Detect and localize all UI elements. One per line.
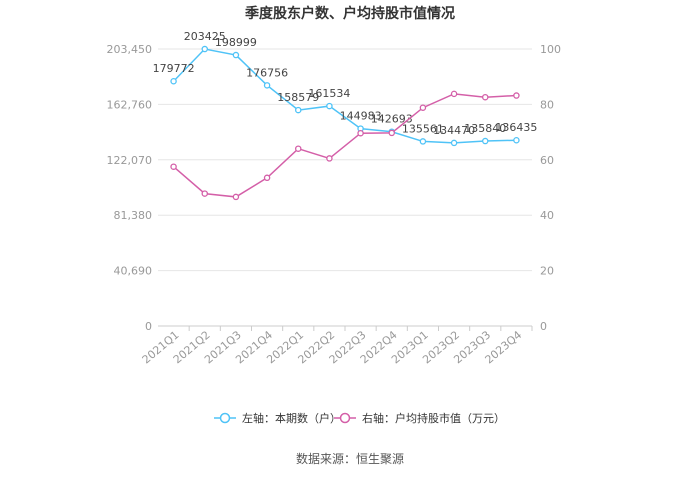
data-point <box>357 129 364 137</box>
data-point <box>170 163 177 170</box>
x-axis-ticks: 2021Q12021Q22021Q32021Q42022Q12022Q22022… <box>140 326 533 366</box>
data-point <box>263 82 271 89</box>
legend: 左轴：本期数（户） 右轴：户均持股市值（万元） <box>214 411 505 425</box>
legend-marker <box>339 412 351 424</box>
data-point <box>201 45 208 53</box>
data-label: 136435 <box>495 121 537 134</box>
data-label: 198999 <box>215 36 257 49</box>
data-label: 179772 <box>153 62 195 75</box>
legend-label: 左轴：本期数（户） <box>242 411 341 425</box>
chart-title: 季度股东户数、户均持股市值情况 <box>244 5 455 22</box>
legend-label: 右轴：户均持股市值（万元） <box>362 411 505 425</box>
data-label: 176756 <box>246 66 288 79</box>
left-tick-label: 0 <box>145 320 152 333</box>
series-line-1 <box>173 93 517 198</box>
data-point <box>419 138 427 145</box>
data-point <box>481 137 489 145</box>
left-tick-label: 203,450 <box>107 43 153 56</box>
data-point <box>388 129 395 137</box>
data-point <box>450 90 458 98</box>
series-line-0 <box>173 48 517 144</box>
left-axis-ticks: 0 40,690 81,380 122,070 162,760 203,450 <box>107 43 153 333</box>
data-point <box>232 51 240 59</box>
data-point <box>201 190 208 197</box>
right-tick-label: 80 <box>540 98 554 111</box>
data-label: 135840 <box>464 122 506 135</box>
left-tick-label: 162,760 <box>107 98 153 111</box>
data-label: 161534 <box>308 87 350 100</box>
legend-marker <box>219 412 231 424</box>
right-tick-label: 100 <box>540 43 561 56</box>
data-label: 144983 <box>340 110 382 123</box>
data-point <box>326 155 333 162</box>
left-tick-label: 122,070 <box>107 154 153 167</box>
data-label: 135561 <box>402 122 444 135</box>
data-label: 134470 <box>433 124 475 137</box>
data-point <box>232 193 240 201</box>
right-tick-label: 60 <box>540 154 554 167</box>
data-point <box>294 106 302 114</box>
data-point <box>513 136 520 144</box>
data-source: 数据来源：恒生聚源 <box>296 451 404 466</box>
data-point <box>419 104 427 111</box>
data-point <box>294 145 302 152</box>
left-tick-label: 40,690 <box>114 265 153 278</box>
data-point <box>170 77 177 85</box>
data-label: 142693 <box>371 113 413 126</box>
right-tick-label: 40 <box>540 209 554 222</box>
data-label: 158579 <box>277 91 319 104</box>
data-point <box>450 139 458 147</box>
left-tick-label: 81,380 <box>114 209 153 222</box>
data-point <box>481 93 489 101</box>
data-label: 203425 <box>184 30 226 43</box>
right-tick-label: 20 <box>540 265 554 278</box>
right-tick-label: 0 <box>540 320 547 333</box>
right-axis-ticks: 0 20 40 60 80 100 <box>540 43 561 333</box>
data-point <box>263 174 271 182</box>
data-point <box>513 92 520 99</box>
data-point <box>326 102 333 110</box>
